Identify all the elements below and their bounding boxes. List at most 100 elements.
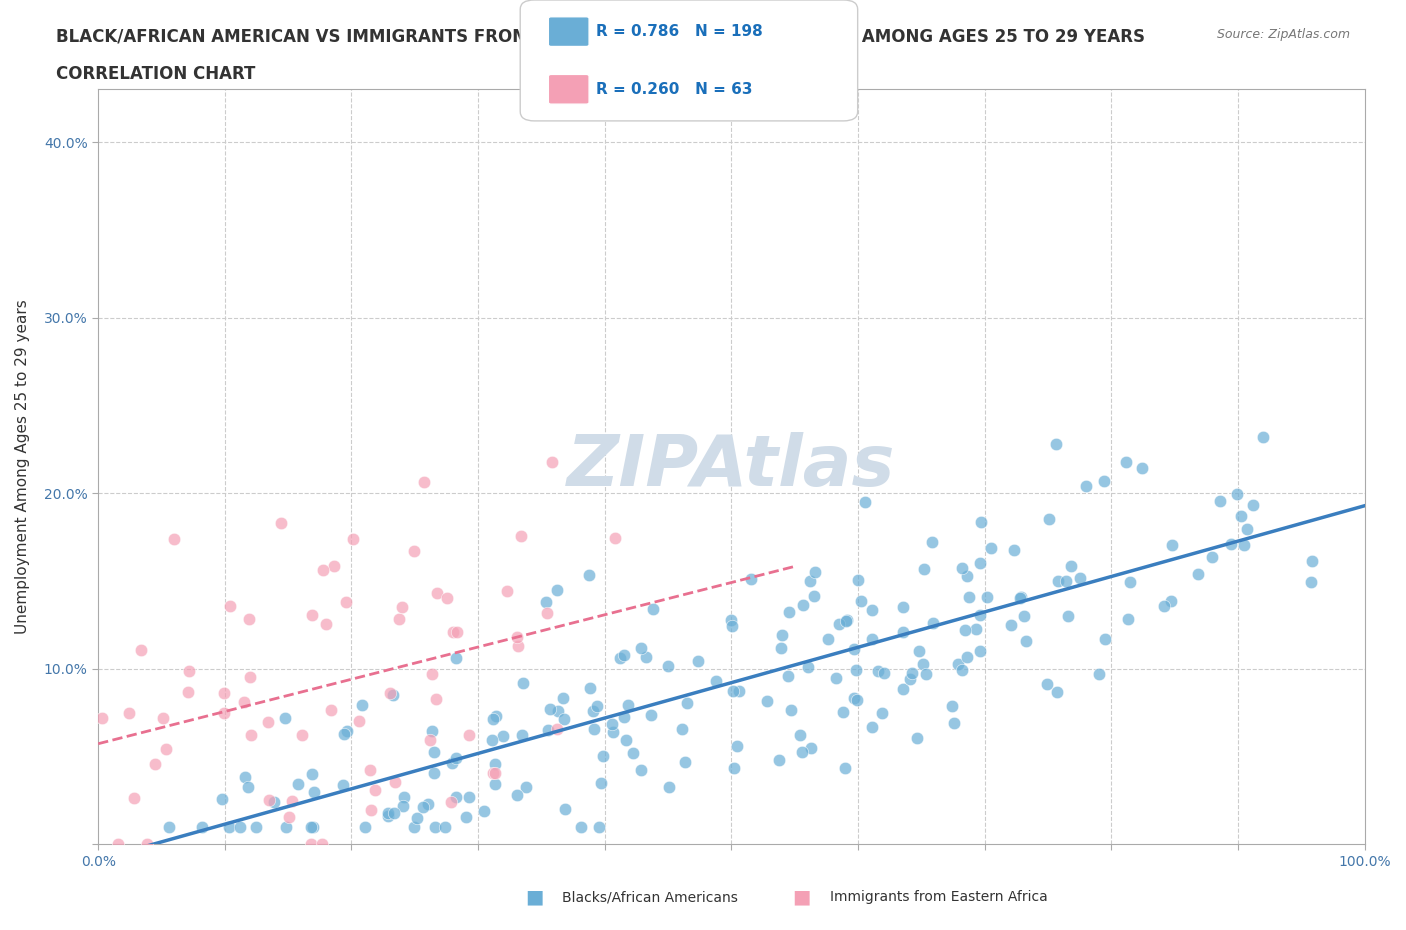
Point	[315, 617, 337, 631]
Point	[578, 568, 600, 583]
Point	[720, 619, 742, 634]
Point	[1119, 575, 1142, 590]
Point	[658, 779, 681, 794]
Point	[384, 775, 406, 790]
Point	[1161, 538, 1184, 552]
Point	[860, 631, 883, 646]
Point	[851, 593, 873, 608]
Point	[976, 590, 998, 604]
Point	[538, 702, 561, 717]
Point	[155, 741, 177, 756]
Point	[621, 746, 644, 761]
Point	[481, 733, 503, 748]
Point	[1209, 494, 1232, 509]
Point	[492, 728, 515, 743]
Point	[1220, 537, 1243, 551]
Point	[583, 722, 606, 737]
Point	[152, 711, 174, 725]
Point	[1057, 609, 1080, 624]
Point	[1002, 542, 1025, 557]
Point	[441, 756, 464, 771]
Point	[505, 629, 527, 644]
Point	[613, 710, 636, 724]
Point	[512, 676, 534, 691]
Point	[423, 765, 446, 780]
Point	[274, 711, 297, 725]
Point	[484, 777, 506, 791]
Point	[578, 680, 600, 695]
Point	[419, 733, 441, 748]
Point	[481, 766, 503, 781]
Point	[446, 651, 468, 666]
Point	[1241, 498, 1264, 513]
Point	[441, 624, 464, 639]
Point	[1012, 608, 1035, 623]
Y-axis label: Unemployment Among Ages 25 to 29 years: Unemployment Among Ages 25 to 29 years	[15, 299, 30, 634]
Point	[536, 605, 558, 620]
Point	[853, 495, 876, 510]
Point	[412, 800, 434, 815]
Point	[394, 790, 416, 804]
Point	[1092, 473, 1115, 488]
Point	[508, 639, 530, 654]
Point	[848, 573, 870, 588]
Point	[870, 706, 893, 721]
Point	[585, 698, 607, 713]
Point	[321, 702, 343, 717]
Point	[723, 761, 745, 776]
Point	[636, 650, 658, 665]
Point	[405, 811, 427, 826]
Text: ■: ■	[792, 888, 811, 907]
Point	[946, 657, 969, 671]
Point	[956, 568, 979, 583]
Text: R = 0.786   N = 198: R = 0.786 N = 198	[596, 24, 763, 39]
Point	[591, 776, 613, 790]
Point	[219, 599, 242, 614]
Point	[1130, 460, 1153, 475]
Point	[915, 667, 938, 682]
Point	[380, 686, 402, 701]
Point	[673, 754, 696, 769]
Point	[143, 756, 166, 771]
Point	[377, 809, 399, 824]
Point	[770, 640, 793, 655]
Point	[333, 726, 356, 741]
Point	[211, 792, 233, 807]
Point	[1069, 570, 1091, 585]
Point	[969, 607, 991, 622]
Text: Blacks/African Americans: Blacks/African Americans	[562, 890, 738, 905]
Point	[291, 728, 314, 743]
Point	[332, 777, 354, 792]
Point	[423, 819, 446, 834]
Point	[299, 819, 322, 834]
Point	[157, 819, 180, 834]
Point	[301, 607, 323, 622]
Point	[1187, 566, 1209, 581]
Point	[218, 819, 240, 834]
Point	[434, 819, 457, 834]
Point	[554, 802, 576, 817]
Point	[1160, 593, 1182, 608]
Point	[891, 599, 914, 614]
Point	[280, 794, 302, 809]
Point	[842, 642, 865, 657]
Point	[616, 732, 638, 747]
Point	[212, 706, 235, 721]
Point	[302, 784, 325, 799]
Point	[1047, 574, 1070, 589]
Point	[1201, 550, 1223, 565]
Point	[359, 763, 381, 777]
Point	[420, 667, 443, 682]
Point	[402, 819, 425, 834]
Point	[1045, 436, 1067, 451]
Point	[768, 753, 790, 768]
Point	[229, 819, 252, 834]
Point	[630, 641, 652, 656]
Point	[725, 738, 748, 753]
Point	[236, 779, 259, 794]
Point	[353, 819, 375, 834]
Point	[1000, 618, 1022, 632]
Point	[582, 703, 605, 718]
Point	[350, 698, 373, 712]
Point	[404, 544, 426, 559]
